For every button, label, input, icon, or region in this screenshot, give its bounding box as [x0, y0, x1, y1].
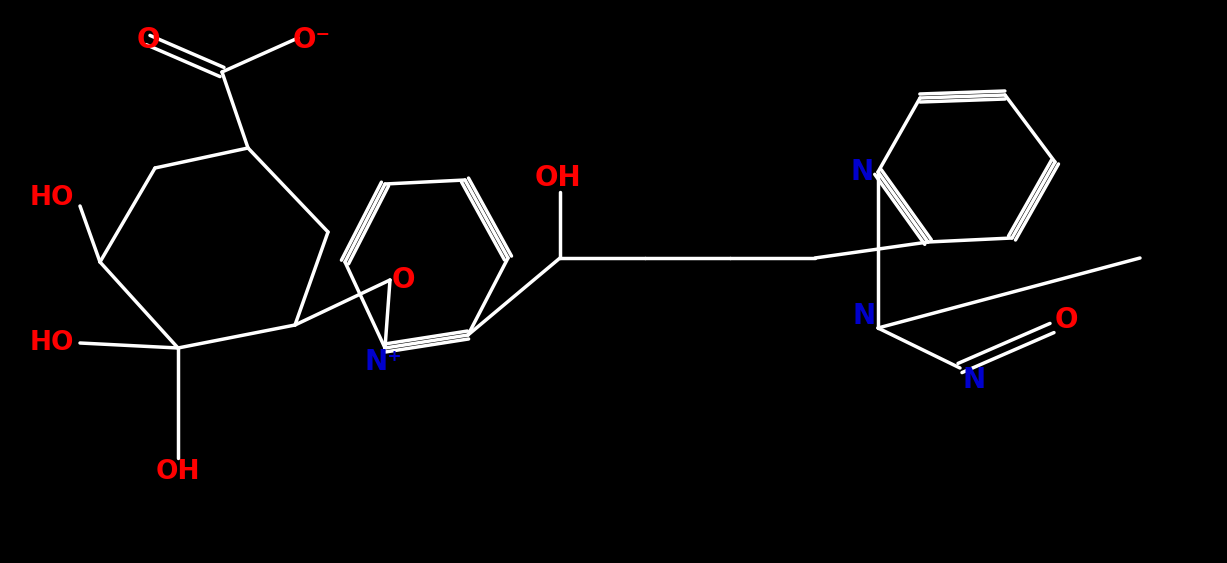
Text: OH: OH	[535, 164, 582, 192]
Text: OH: OH	[156, 459, 200, 485]
Text: O: O	[391, 266, 415, 294]
Text: HO: HO	[29, 330, 75, 356]
Text: O: O	[136, 26, 160, 54]
Text: N: N	[853, 302, 876, 330]
Text: N: N	[962, 366, 985, 394]
Text: N⁺: N⁺	[364, 348, 402, 376]
Text: O⁻: O⁻	[293, 26, 331, 54]
Text: HO: HO	[29, 185, 75, 211]
Text: O: O	[1054, 306, 1077, 334]
Text: N: N	[850, 158, 874, 186]
